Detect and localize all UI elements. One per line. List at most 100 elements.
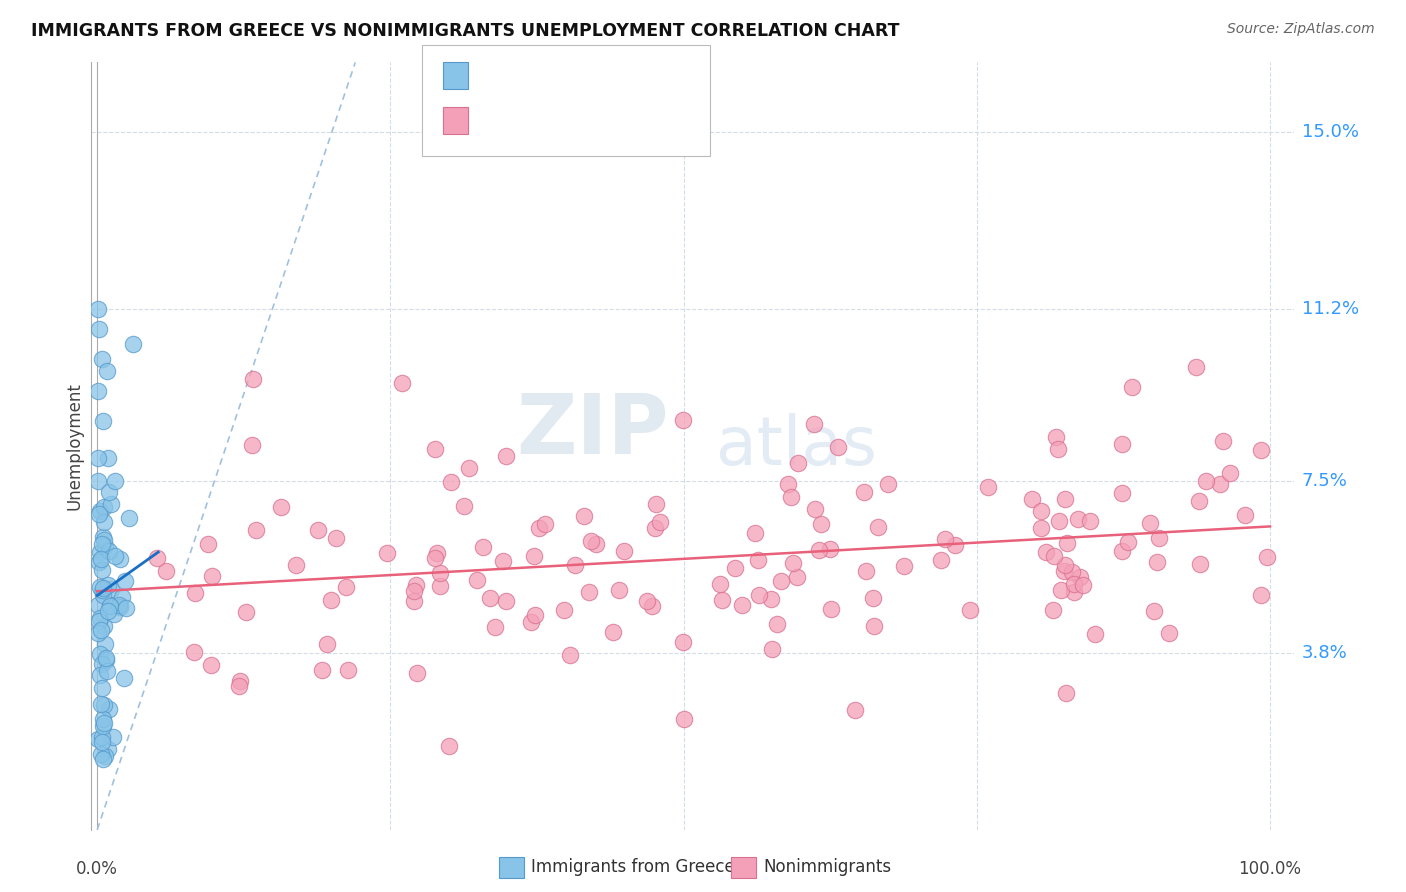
Point	[779, 490, 801, 504]
Point	[97, 604, 120, 618]
Text: 0.0%: 0.0%	[76, 860, 118, 878]
Point	[316, 636, 339, 650]
Point	[155, 565, 177, 579]
Point	[97, 450, 120, 465]
Point	[766, 616, 789, 631]
Point	[1111, 437, 1133, 451]
Point	[91, 582, 114, 597]
Point	[453, 499, 475, 513]
Point	[103, 607, 125, 622]
Point	[98, 598, 121, 612]
Point	[527, 520, 550, 534]
Point	[200, 657, 222, 672]
Point	[520, 615, 543, 629]
Point	[731, 599, 754, 613]
Point	[1159, 625, 1181, 640]
Text: N =: N =	[581, 67, 620, 85]
Point	[94, 748, 117, 763]
Point	[87, 507, 110, 521]
Point	[285, 558, 308, 572]
Point	[759, 592, 782, 607]
Point	[375, 546, 398, 560]
Point	[868, 520, 890, 534]
Point	[93, 515, 115, 529]
Point	[325, 531, 347, 545]
Point	[90, 552, 112, 566]
Point	[761, 641, 783, 656]
Point	[1053, 492, 1076, 507]
Point	[97, 484, 120, 499]
Text: Immigrants from Greece: Immigrants from Greece	[531, 858, 735, 876]
Point	[228, 673, 250, 688]
Point	[91, 537, 114, 551]
Point	[1208, 476, 1230, 491]
Point	[87, 384, 110, 398]
Point	[1219, 466, 1241, 480]
Point	[786, 570, 808, 584]
Point	[1045, 430, 1067, 444]
Y-axis label: Unemployment: Unemployment	[65, 382, 83, 510]
Point	[423, 550, 446, 565]
Point	[844, 703, 866, 717]
Point	[183, 585, 205, 599]
Point	[87, 598, 110, 612]
Point	[782, 556, 804, 570]
Point	[103, 549, 125, 563]
Point	[98, 544, 121, 558]
Point	[93, 500, 115, 514]
Point	[929, 552, 952, 566]
Point	[1067, 512, 1090, 526]
Point	[108, 598, 131, 612]
Point	[534, 516, 557, 531]
Point	[613, 544, 636, 558]
Point	[484, 620, 506, 634]
Point	[748, 588, 770, 602]
Point	[1146, 556, 1168, 570]
Point	[1060, 565, 1083, 579]
Point	[578, 585, 600, 599]
Point	[91, 719, 114, 733]
Point	[311, 663, 333, 677]
Point	[564, 558, 586, 572]
Point	[108, 599, 131, 614]
Point	[1188, 557, 1211, 571]
Point	[89, 647, 111, 661]
Point	[423, 442, 446, 457]
Point	[862, 591, 884, 605]
Point	[242, 438, 264, 452]
Text: 73: 73	[623, 66, 648, 86]
Point	[197, 537, 219, 551]
Point	[1143, 604, 1166, 618]
Point	[855, 564, 877, 578]
Point	[93, 533, 115, 547]
Point	[100, 582, 122, 597]
Text: N =: N =	[581, 112, 620, 129]
Point	[201, 568, 224, 582]
Point	[786, 456, 808, 470]
Point	[440, 475, 463, 489]
Point	[307, 524, 329, 538]
Point	[93, 540, 115, 554]
Point	[1035, 544, 1057, 558]
Point	[492, 554, 515, 568]
Point	[98, 599, 121, 613]
Point	[90, 351, 112, 366]
Point	[90, 747, 112, 762]
Point	[87, 555, 110, 569]
Point	[1256, 550, 1278, 565]
Point	[744, 525, 766, 540]
Point	[93, 637, 115, 651]
Text: atlas: atlas	[717, 413, 877, 479]
Point	[644, 497, 666, 511]
Point	[558, 648, 581, 662]
Point	[87, 731, 110, 746]
Point	[458, 460, 481, 475]
Point	[337, 663, 360, 677]
Point	[319, 592, 342, 607]
Point	[1188, 494, 1211, 508]
Point	[852, 484, 875, 499]
Point	[579, 534, 602, 549]
Point	[523, 549, 546, 563]
Point	[1185, 359, 1208, 374]
Point	[270, 500, 292, 515]
